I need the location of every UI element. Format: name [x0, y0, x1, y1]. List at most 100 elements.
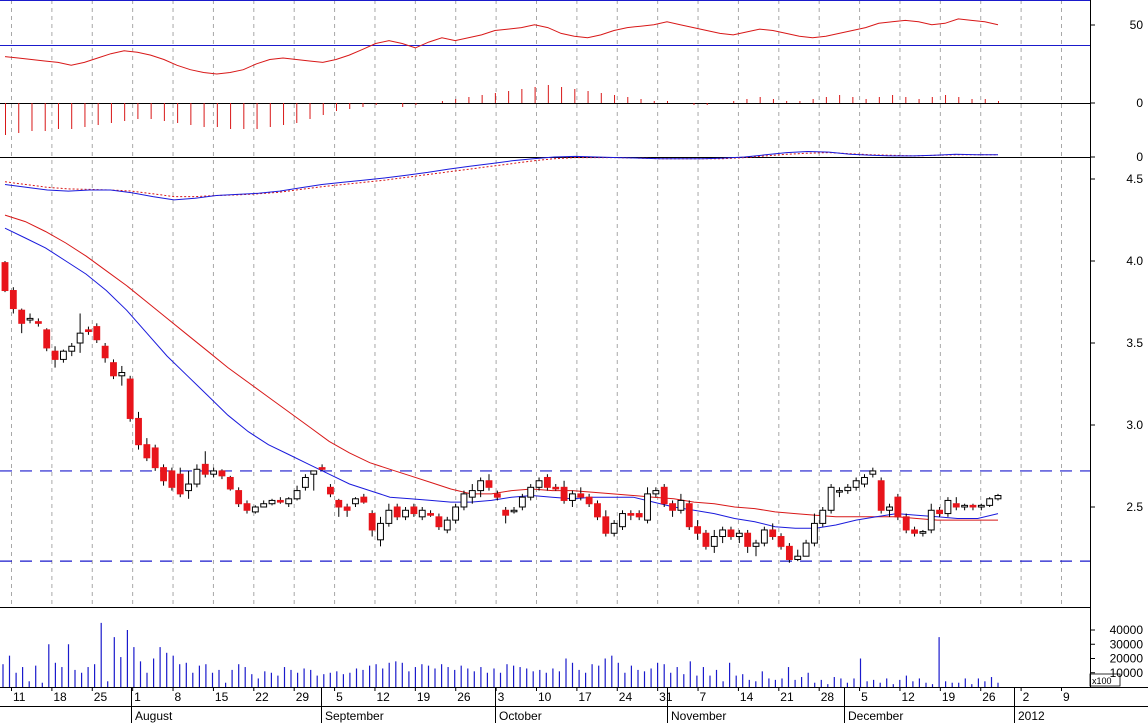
price-tick-label: 3.0	[1126, 418, 1143, 432]
candle-body-up	[760, 529, 768, 544]
candlestick	[335, 498, 343, 517]
candle-body-up	[510, 509, 518, 513]
candle-body-up	[193, 468, 201, 485]
candlestick	[886, 503, 893, 517]
volume-tick-label: 40000	[1110, 623, 1144, 637]
candlestick	[719, 526, 727, 544]
candle-body-down	[410, 506, 418, 515]
candlestick	[852, 477, 860, 491]
candlestick	[969, 503, 977, 511]
candlestick	[327, 484, 334, 498]
candle-body-up	[185, 483, 193, 492]
candle-body-down	[126, 378, 134, 419]
candlestick	[1, 261, 9, 293]
candle-body-up	[443, 519, 451, 531]
candlestick	[385, 503, 393, 527]
candlestick	[118, 365, 126, 386]
candlestick	[285, 497, 293, 507]
candlestick	[527, 484, 535, 501]
candle-body-down	[51, 350, 59, 360]
candle-body-down	[34, 321, 42, 324]
x-day-label: 28	[821, 690, 835, 704]
candle-body-down	[218, 470, 226, 477]
x-day-label: 2	[1023, 690, 1030, 704]
candle-body-up	[402, 509, 409, 518]
candle-body-down	[744, 532, 752, 547]
x-day-label: 26	[982, 690, 996, 704]
candlestick	[735, 529, 743, 544]
candle-body-down	[877, 480, 885, 511]
candlestick	[452, 503, 460, 524]
candlestick	[168, 467, 176, 491]
candlestick	[276, 497, 284, 504]
candle-body-up	[994, 495, 1002, 500]
macd-histogram-panel	[0, 85, 1090, 135]
candlestick	[785, 543, 793, 563]
x-day-label: 1	[134, 690, 141, 704]
candle-body-up	[310, 470, 318, 475]
candlestick	[160, 464, 167, 486]
candle-body-up	[68, 345, 76, 352]
candle-body-up	[118, 372, 126, 377]
candle-body-up	[610, 522, 618, 534]
candle-body-down	[911, 529, 918, 534]
candlestick	[977, 503, 985, 511]
candle-body-down	[594, 503, 601, 518]
slow-moving-average-line	[4, 214, 998, 521]
candlestick	[9, 287, 17, 314]
candle-body-up	[452, 506, 460, 521]
candle-body-up	[418, 509, 426, 518]
candle-body-down	[135, 417, 142, 446]
candle-body-down	[201, 463, 209, 475]
fast-moving-average-line	[4, 227, 999, 529]
candlestick	[260, 500, 268, 508]
candle-body-down	[435, 516, 443, 528]
candle-body-up	[852, 480, 860, 488]
candlestick	[543, 474, 551, 491]
candlestick	[502, 507, 510, 524]
candle-body-down	[276, 499, 284, 503]
candlestick	[402, 507, 409, 521]
candlestick	[393, 503, 401, 521]
macd-line	[4, 150, 998, 201]
candle-body-up	[802, 542, 810, 557]
x-day-label: 5	[861, 690, 868, 704]
candlestick	[861, 474, 868, 488]
x-day-label: 18	[53, 690, 67, 704]
x-day-label: 19	[417, 690, 431, 704]
candlestick	[435, 513, 443, 530]
candle-body-down	[660, 486, 668, 505]
x-month-label: October	[499, 709, 542, 723]
candle-body-down	[343, 506, 351, 511]
candle-body-down	[360, 496, 368, 503]
candlestick	[877, 477, 885, 514]
candle-body-down	[585, 496, 593, 505]
candle-body-up	[268, 499, 276, 505]
candle-body-up	[352, 498, 359, 505]
candlestick	[235, 487, 243, 507]
candle-body-down	[160, 467, 167, 482]
candle-body-down	[685, 503, 693, 528]
candle-body-up	[76, 332, 84, 344]
candle-body-up	[518, 496, 526, 508]
x-day-label: 8	[175, 690, 182, 704]
candle-body-up	[710, 536, 718, 547]
candlestick	[51, 346, 59, 368]
candlestick	[251, 505, 259, 514]
candlestick	[59, 349, 67, 363]
candlestick	[694, 520, 702, 540]
x-day-label: 14	[740, 690, 754, 704]
candle-body-up	[569, 493, 576, 501]
x-month-label: August	[135, 709, 173, 723]
candle-body-down	[226, 476, 234, 490]
candle-body-up	[861, 476, 868, 485]
candle-body-up	[26, 317, 34, 321]
candlestick	[418, 507, 426, 521]
candle-body-down	[669, 503, 676, 511]
x-day-label: 19	[942, 690, 956, 704]
candlestick	[210, 467, 218, 478]
candlestick	[652, 487, 660, 498]
candlestick	[802, 539, 810, 557]
candlestick	[961, 503, 969, 511]
